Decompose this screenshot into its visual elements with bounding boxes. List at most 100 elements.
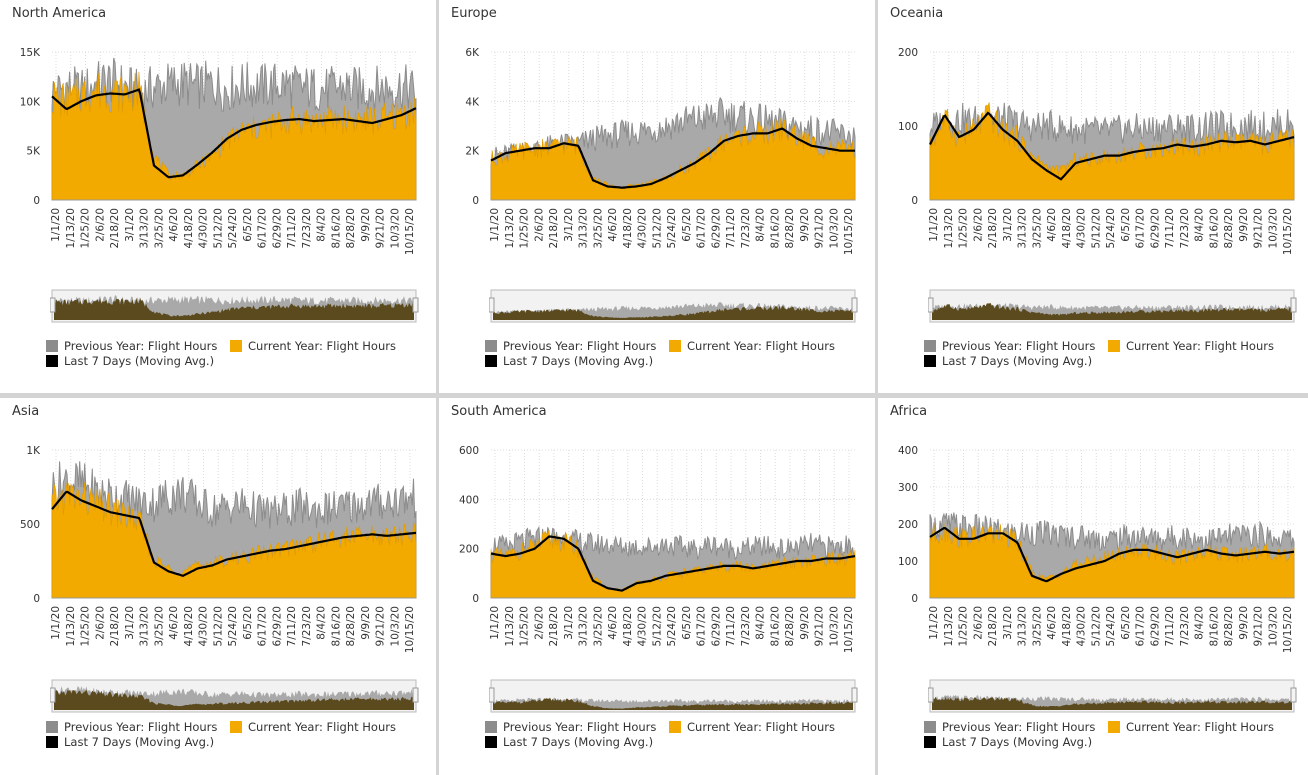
legend-swatch <box>1108 340 1120 352</box>
legend-swatch <box>46 736 58 748</box>
x-tick-label: 3/25/20 <box>153 208 165 248</box>
series-moving-average <box>490 535 856 592</box>
x-tick-label: 6/17/20 <box>257 606 269 646</box>
x-tick-label: 8/4/20 <box>316 606 328 640</box>
legend-item-current[interactable]: Current Year: Flight Hours <box>1108 339 1274 353</box>
x-tick-label: 10/15/20 <box>404 208 416 255</box>
legend-label: Last 7 Days (Moving Avg.) <box>942 735 1093 749</box>
x-tick-label: 4/6/20 <box>1046 208 1058 242</box>
x-tick-label: 3/13/20 <box>578 606 590 646</box>
x-tick-label: 6/5/20 <box>1120 606 1132 640</box>
x-tick-label: 8/28/20 <box>345 208 357 248</box>
legend-item-previous[interactable]: Previous Year: Flight Hours <box>46 720 217 734</box>
x-tick-label: 4/30/20 <box>1076 208 1088 248</box>
x-tick-label: 10/3/20 <box>1267 606 1279 646</box>
legend-item-moving[interactable]: Last 7 Days (Moving Avg.) <box>46 735 214 749</box>
legend-item-previous[interactable]: Previous Year: Flight Hours <box>46 339 217 353</box>
x-tick-label: 6/29/20 <box>271 606 283 646</box>
x-tick-label: 6/17/20 <box>257 208 269 248</box>
legend-swatch <box>669 721 681 733</box>
navigator-handle-right[interactable] <box>1290 687 1297 703</box>
legend-item-previous[interactable]: Previous Year: Flight Hours <box>924 720 1095 734</box>
navigator-handle-left[interactable] <box>489 687 495 703</box>
legend-item-current[interactable]: Current Year: Flight Hours <box>230 339 396 353</box>
navigator-current <box>54 297 414 320</box>
x-tick-label: 9/21/20 <box>1253 606 1265 646</box>
y-tick-label: 200 <box>459 544 479 556</box>
navigator-handle-left[interactable] <box>50 687 56 703</box>
navigator-handle-right[interactable] <box>851 297 858 313</box>
legend-swatch <box>924 736 936 748</box>
x-tick-label: 9/9/20 <box>799 208 811 242</box>
legend-item-previous[interactable]: Previous Year: Flight Hours <box>485 339 656 353</box>
x-tick-label: 3/13/20 <box>578 208 590 248</box>
legend-swatch <box>230 721 242 733</box>
legend-item-moving[interactable]: Last 7 Days (Moving Avg.) <box>924 735 1092 749</box>
x-tick-label: 6/17/20 <box>1135 208 1147 248</box>
legend-item-current[interactable]: Current Year: Flight Hours <box>1108 720 1274 734</box>
legend-item-previous[interactable]: Previous Year: Flight Hours <box>485 720 656 734</box>
navigator-current <box>932 302 1292 320</box>
x-tick-label: 4/18/20 <box>1061 606 1073 646</box>
legend-item-moving[interactable]: Last 7 Days (Moving Avg.) <box>46 354 214 368</box>
legend-swatch <box>46 721 58 733</box>
navigator-handle-left[interactable] <box>928 687 934 703</box>
legend-item-current[interactable]: Current Year: Flight Hours <box>669 720 835 734</box>
x-tick-label: 2/18/20 <box>987 208 999 248</box>
x-tick-label: 4/18/20 <box>183 208 195 248</box>
x-tick-label: 1/25/20 <box>958 606 970 646</box>
x-tick-label: 1/25/20 <box>958 208 970 248</box>
legend-label: Current Year: Flight Hours <box>1126 339 1274 353</box>
x-tick-label: 2/6/20 <box>972 606 984 640</box>
navigator-handle-left[interactable] <box>928 297 934 313</box>
x-tick-label: 7/11/20 <box>286 208 298 248</box>
legend-item-current[interactable]: Current Year: Flight Hours <box>669 339 835 353</box>
legend-swatch <box>924 340 936 352</box>
legend-swatch <box>485 340 497 352</box>
x-tick-label: 3/1/20 <box>563 208 575 242</box>
navigator-handle-right[interactable] <box>412 687 419 703</box>
legend-swatch <box>1108 721 1120 733</box>
x-tick-label: 6/5/20 <box>242 606 254 640</box>
legend-item-moving[interactable]: Last 7 Days (Moving Avg.) <box>485 735 653 749</box>
x-tick-label: 8/16/20 <box>769 606 781 646</box>
navigator-handle-right[interactable] <box>851 687 858 703</box>
series-moving-average <box>929 111 1295 181</box>
x-tick-label: 9/21/20 <box>375 606 387 646</box>
y-tick-label: 5K <box>26 146 41 158</box>
x-tick-label: 9/9/20 <box>1238 208 1250 242</box>
x-tick-label: 4/6/20 <box>607 606 619 640</box>
panel-title: Africa <box>890 404 928 419</box>
legend-item-moving[interactable]: Last 7 Days (Moving Avg.) <box>485 354 653 368</box>
x-tick-label: 6/29/20 <box>710 208 722 248</box>
navigator-handle-left[interactable] <box>50 297 56 313</box>
legend-label: Current Year: Flight Hours <box>687 720 835 734</box>
x-tick-label: 3/13/20 <box>139 208 151 248</box>
x-tick-label: 4/30/20 <box>198 208 210 248</box>
x-tick-label: 4/18/20 <box>183 606 195 646</box>
series-moving-average <box>51 490 417 577</box>
panel-title: South America <box>451 404 547 419</box>
legend-item-moving[interactable]: Last 7 Days (Moving Avg.) <box>924 354 1092 368</box>
x-tick-label: 1/13/20 <box>65 606 77 646</box>
x-tick-label: 2/6/20 <box>972 208 984 242</box>
x-tick-label: 9/21/20 <box>814 606 826 646</box>
x-tick-label: 10/15/20 <box>1282 606 1294 653</box>
x-tick-label: 2/18/20 <box>548 606 560 646</box>
legend-label: Previous Year: Flight Hours <box>503 339 657 353</box>
navigator-handle-left[interactable] <box>489 297 495 313</box>
x-tick-label: 9/9/20 <box>1238 606 1250 640</box>
navigator-south-america <box>489 679 858 713</box>
x-tick-label: 1/13/20 <box>943 208 955 248</box>
panel-title: Oceania <box>890 6 944 21</box>
legend-item-previous[interactable]: Previous Year: Flight Hours <box>924 339 1095 353</box>
x-tick-label: 3/25/20 <box>153 606 165 646</box>
x-tick-label: 10/15/20 <box>1282 208 1294 255</box>
navigator-current <box>54 689 414 710</box>
x-tick-label: 5/12/20 <box>212 208 224 248</box>
navigator-handle-right[interactable] <box>412 297 419 313</box>
legend-swatch <box>230 340 242 352</box>
series-moving-average <box>490 127 855 189</box>
legend-item-current[interactable]: Current Year: Flight Hours <box>230 720 396 734</box>
navigator-handle-right[interactable] <box>1290 297 1297 313</box>
